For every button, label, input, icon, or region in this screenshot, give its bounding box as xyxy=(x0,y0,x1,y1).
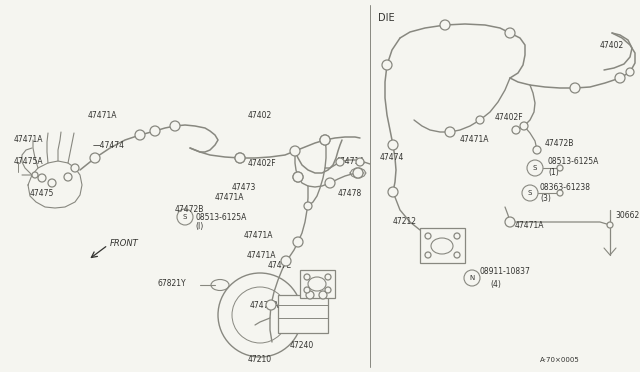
FancyBboxPatch shape xyxy=(420,228,465,263)
Circle shape xyxy=(454,233,460,239)
Circle shape xyxy=(325,178,335,188)
Circle shape xyxy=(557,190,563,196)
Circle shape xyxy=(425,252,431,258)
Text: 4747L: 4747L xyxy=(268,260,292,269)
Circle shape xyxy=(425,233,431,239)
Circle shape xyxy=(325,274,331,280)
Circle shape xyxy=(557,165,563,171)
Circle shape xyxy=(293,172,303,182)
Circle shape xyxy=(235,153,245,163)
Text: 47475A: 47475A xyxy=(14,157,44,167)
Circle shape xyxy=(235,153,245,163)
Circle shape xyxy=(336,158,344,166)
Text: (1): (1) xyxy=(548,167,559,176)
Circle shape xyxy=(135,130,145,140)
Circle shape xyxy=(293,237,303,247)
Text: 67821Y: 67821Y xyxy=(158,279,187,288)
Text: 47212: 47212 xyxy=(393,218,417,227)
Text: N: N xyxy=(469,275,475,281)
Circle shape xyxy=(290,146,300,156)
Circle shape xyxy=(353,168,363,178)
Text: 47471A: 47471A xyxy=(250,301,280,310)
Circle shape xyxy=(626,68,634,76)
Text: (4): (4) xyxy=(490,279,501,289)
Circle shape xyxy=(505,217,515,227)
Text: 47475: 47475 xyxy=(30,189,54,198)
Circle shape xyxy=(306,291,314,299)
Text: 08911-10837: 08911-10837 xyxy=(480,267,531,276)
Text: 08513-6125A: 08513-6125A xyxy=(548,157,600,167)
Circle shape xyxy=(90,153,100,163)
Text: 47471A: 47471A xyxy=(14,135,44,144)
Circle shape xyxy=(48,179,56,187)
Text: 47471A: 47471A xyxy=(336,157,365,167)
Circle shape xyxy=(293,172,303,182)
Text: 47471A: 47471A xyxy=(247,251,276,260)
Circle shape xyxy=(320,135,330,145)
Circle shape xyxy=(440,20,450,30)
Circle shape xyxy=(388,140,398,150)
Circle shape xyxy=(71,164,79,172)
Circle shape xyxy=(454,252,460,258)
Text: 08513-6125A: 08513-6125A xyxy=(195,212,246,221)
Text: 47471A: 47471A xyxy=(244,231,273,241)
Circle shape xyxy=(325,287,331,293)
Circle shape xyxy=(570,83,580,93)
Text: 47472B: 47472B xyxy=(175,205,204,215)
Circle shape xyxy=(607,222,613,228)
Circle shape xyxy=(150,126,160,136)
Circle shape xyxy=(505,28,515,38)
Text: 47474: 47474 xyxy=(380,154,404,163)
Text: 47471A: 47471A xyxy=(215,193,244,202)
Circle shape xyxy=(388,187,398,197)
Circle shape xyxy=(32,172,38,178)
Text: 47402F: 47402F xyxy=(248,158,276,167)
Circle shape xyxy=(520,122,528,130)
Text: 47471A: 47471A xyxy=(88,110,118,119)
Text: 47402: 47402 xyxy=(248,110,272,119)
Circle shape xyxy=(512,126,520,134)
Text: 47473: 47473 xyxy=(232,183,257,192)
Text: 47240: 47240 xyxy=(290,340,314,350)
Text: 47471A: 47471A xyxy=(460,135,490,144)
Circle shape xyxy=(304,274,310,280)
Text: —47474: —47474 xyxy=(93,141,125,150)
Text: 47472B: 47472B xyxy=(545,138,574,148)
Circle shape xyxy=(38,174,46,182)
Text: 47471A: 47471A xyxy=(515,221,545,230)
Circle shape xyxy=(304,202,312,210)
FancyBboxPatch shape xyxy=(278,295,328,333)
Circle shape xyxy=(282,257,290,265)
Circle shape xyxy=(294,238,302,246)
Circle shape xyxy=(170,121,180,131)
Circle shape xyxy=(445,127,455,137)
Text: 47402: 47402 xyxy=(600,41,624,49)
Text: 08363-61238: 08363-61238 xyxy=(540,183,591,192)
Text: 47210: 47210 xyxy=(248,356,272,365)
Text: FRONT: FRONT xyxy=(110,238,139,247)
Circle shape xyxy=(476,116,484,124)
Text: 30662E: 30662E xyxy=(615,211,640,219)
Text: (I): (I) xyxy=(195,222,204,231)
Text: 47402F: 47402F xyxy=(495,113,524,122)
Text: S: S xyxy=(533,165,537,171)
Text: 47478: 47478 xyxy=(338,189,362,198)
Text: (3): (3) xyxy=(540,193,551,202)
FancyBboxPatch shape xyxy=(300,270,335,298)
Circle shape xyxy=(615,73,625,83)
Circle shape xyxy=(320,135,330,145)
Text: DIE: DIE xyxy=(378,13,395,23)
Circle shape xyxy=(64,173,72,181)
Circle shape xyxy=(266,300,276,310)
Text: S: S xyxy=(528,190,532,196)
Circle shape xyxy=(304,287,310,293)
Circle shape xyxy=(382,60,392,70)
Circle shape xyxy=(533,146,541,154)
Text: S: S xyxy=(183,214,187,220)
Circle shape xyxy=(356,158,364,166)
Circle shape xyxy=(281,256,291,266)
Circle shape xyxy=(319,291,327,299)
Text: A·70×0005: A·70×0005 xyxy=(540,357,580,363)
